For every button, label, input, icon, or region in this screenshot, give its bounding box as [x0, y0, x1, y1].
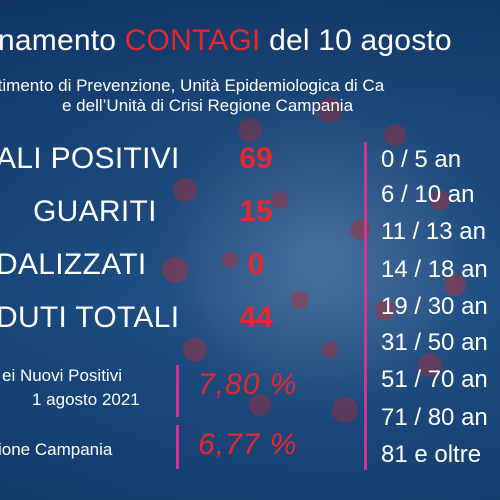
percent-label-1-line-2: 1 agosto 2021: [32, 390, 140, 409]
stat-label-deceduti: DUTI TOTALI: [0, 301, 180, 334]
age-group-5: 31 / 50 an: [381, 329, 488, 356]
age-group-2: 11 / 13 an: [381, 218, 486, 245]
page-title: namento CONTAGI del 10 agosto: [0, 24, 452, 57]
subtitle-line-1: rtimento di Prevenzione, Unità Epidemiol…: [0, 76, 385, 95]
percent-value-2: 6,77 %: [198, 428, 298, 461]
age-group-8: 81 e oltre: [381, 441, 482, 468]
stat-value-guariti: 15: [239, 195, 273, 228]
age-group-4: 19 / 30 an: [381, 293, 488, 320]
age-group-3: 14 / 18 an: [381, 256, 488, 283]
stat-value-deceduti: 44: [239, 301, 273, 334]
percent-divider-1: [176, 365, 179, 417]
stat-value-ospedalizzati: 0: [247, 248, 265, 281]
stat-label-guariti: GUARITI: [33, 195, 157, 228]
subtitle-line-2: e dell’Unità di Crisi Regione Campania: [62, 96, 354, 115]
age-group-7: 71 / 80 an: [381, 404, 488, 431]
percent-label-2: ione Campania: [0, 440, 113, 459]
percent-label-1-line-1: ei Nuovi Positivi: [2, 366, 122, 385]
stat-value-positivi: 69: [239, 142, 273, 175]
percent-divider-2: [176, 425, 179, 469]
age-group-0: 0 / 5 an: [381, 146, 462, 173]
stat-label-positivi: ALI POSITIVI: [0, 142, 180, 175]
percent-value-1: 7,80 %: [198, 368, 298, 401]
stat-label-ospedalizzati: DALIZZATI: [0, 248, 147, 281]
age-group-1: 6 / 10 an: [381, 181, 475, 208]
age-divider: [364, 142, 367, 470]
age-group-6: 51 / 70 an: [381, 366, 488, 393]
title-accent: CONTAGI: [124, 24, 261, 57]
